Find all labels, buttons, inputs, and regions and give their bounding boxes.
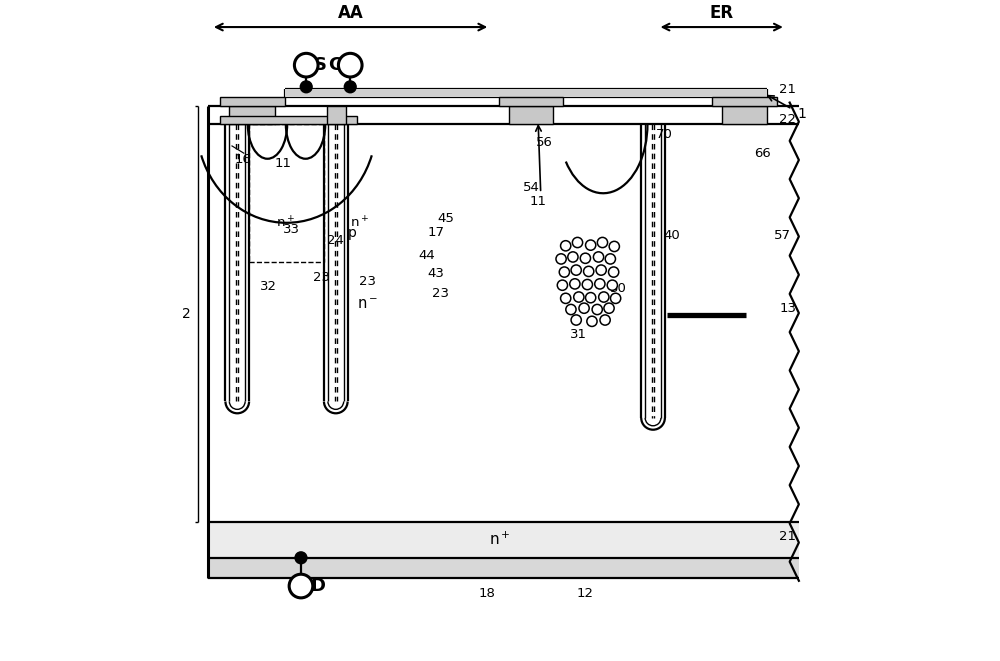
Text: 11: 11: [530, 194, 547, 208]
Circle shape: [572, 237, 583, 248]
Circle shape: [579, 303, 589, 313]
Circle shape: [596, 265, 606, 275]
Circle shape: [607, 280, 617, 290]
Circle shape: [609, 267, 619, 277]
Text: S: S: [314, 56, 327, 74]
Text: 11: 11: [275, 157, 292, 169]
Circle shape: [566, 304, 576, 315]
Text: 18: 18: [478, 588, 495, 600]
Circle shape: [294, 54, 318, 77]
Text: 23: 23: [359, 276, 376, 288]
Text: 22: 22: [779, 112, 796, 126]
Text: 45: 45: [438, 212, 455, 225]
Text: 16: 16: [234, 153, 251, 166]
Circle shape: [609, 241, 619, 252]
Text: 17: 17: [427, 226, 444, 239]
Circle shape: [559, 267, 569, 277]
Circle shape: [580, 253, 591, 263]
Bar: [208, 558, 799, 578]
Text: 32: 32: [260, 280, 277, 293]
Bar: [509, 106, 553, 124]
Text: n$^+$: n$^+$: [350, 215, 369, 231]
Circle shape: [571, 265, 581, 275]
Text: n$^-$: n$^-$: [357, 297, 378, 313]
Text: 57: 57: [774, 229, 791, 243]
Text: 13: 13: [779, 301, 796, 315]
Circle shape: [561, 293, 571, 303]
Circle shape: [597, 237, 608, 248]
Bar: [229, 106, 275, 124]
Circle shape: [568, 252, 578, 262]
Circle shape: [344, 81, 356, 93]
Text: D: D: [310, 577, 325, 595]
Circle shape: [605, 254, 615, 264]
Circle shape: [289, 574, 313, 598]
Text: 56: 56: [536, 136, 552, 149]
Circle shape: [599, 292, 609, 302]
Text: 1: 1: [798, 108, 807, 122]
Text: 23: 23: [432, 287, 449, 299]
Bar: [249, 124, 324, 262]
Text: 21: 21: [779, 529, 796, 543]
Circle shape: [600, 315, 610, 325]
Circle shape: [592, 304, 602, 315]
Text: G: G: [328, 56, 343, 74]
Text: 40: 40: [664, 229, 680, 243]
Text: n$^+$: n$^+$: [489, 531, 511, 548]
Text: 2: 2: [182, 307, 190, 321]
Bar: [327, 106, 346, 124]
Circle shape: [586, 293, 596, 303]
Text: AA: AA: [338, 3, 363, 22]
Text: 66: 66: [754, 147, 771, 161]
Text: 12: 12: [577, 588, 594, 600]
Bar: [722, 106, 767, 124]
Circle shape: [300, 81, 312, 93]
Text: 23: 23: [313, 271, 330, 284]
Circle shape: [557, 280, 568, 290]
Bar: [285, 89, 767, 97]
Bar: [220, 116, 357, 124]
Circle shape: [571, 315, 581, 325]
Text: 31: 31: [570, 328, 587, 341]
Circle shape: [593, 252, 604, 262]
Text: 43: 43: [427, 267, 444, 280]
Circle shape: [561, 241, 571, 251]
Circle shape: [584, 266, 594, 276]
Bar: [220, 97, 285, 106]
Text: 33: 33: [283, 223, 300, 236]
Text: ER: ER: [710, 3, 734, 22]
Circle shape: [582, 280, 592, 290]
Circle shape: [556, 254, 566, 264]
Text: 21: 21: [779, 83, 796, 96]
Bar: [712, 97, 777, 106]
Text: 50: 50: [610, 282, 627, 295]
Bar: [499, 97, 563, 106]
Text: 18: 18: [291, 586, 308, 598]
Text: 54: 54: [523, 182, 540, 194]
Circle shape: [570, 279, 580, 289]
Circle shape: [586, 240, 596, 251]
Circle shape: [595, 279, 605, 289]
Circle shape: [604, 303, 614, 313]
Circle shape: [338, 54, 362, 77]
Text: n$^+$: n$^+$: [276, 215, 295, 231]
Circle shape: [587, 316, 597, 327]
Text: 70: 70: [656, 128, 673, 141]
Text: 24: 24: [327, 234, 344, 247]
Bar: [208, 522, 799, 558]
Circle shape: [574, 292, 584, 302]
Circle shape: [610, 293, 621, 303]
Text: p: p: [348, 225, 357, 240]
Circle shape: [295, 552, 307, 564]
Text: 44: 44: [418, 249, 435, 262]
